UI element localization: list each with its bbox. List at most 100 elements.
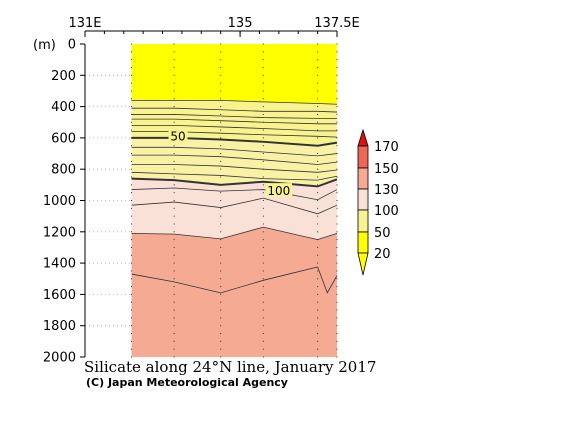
station-dot xyxy=(220,286,222,288)
station-dot xyxy=(131,137,133,139)
station-dot xyxy=(131,286,133,288)
station-dot xyxy=(131,200,133,201)
station-dot xyxy=(262,340,264,342)
station-dot xyxy=(336,278,338,280)
station-dot xyxy=(336,51,338,53)
contour-line xyxy=(131,226,338,241)
station-dot xyxy=(262,207,264,209)
station-dot xyxy=(336,325,338,327)
station-dot xyxy=(220,153,222,155)
station-dot xyxy=(220,90,222,92)
station-dot xyxy=(220,200,222,201)
station-dot xyxy=(173,200,175,201)
station-dot xyxy=(173,66,175,68)
station-dot xyxy=(317,160,319,162)
station-dot xyxy=(317,113,319,115)
station-dot xyxy=(262,43,264,45)
station-dot xyxy=(131,246,133,248)
station-dot xyxy=(173,153,175,155)
station-dot xyxy=(336,121,338,123)
band-fill-20 xyxy=(131,44,337,105)
station-dot xyxy=(131,340,133,342)
station-dot xyxy=(173,207,175,209)
contour-line xyxy=(131,197,338,215)
legend-label: 100 xyxy=(374,204,399,219)
station-dot xyxy=(262,90,264,92)
station-dot xyxy=(131,254,133,256)
station-dot xyxy=(131,270,133,272)
station-dot xyxy=(262,262,264,264)
station-dot xyxy=(220,113,222,115)
contour-line xyxy=(131,146,338,157)
station-dot xyxy=(317,286,319,288)
y-tick-label: 0 xyxy=(68,38,76,53)
station-dot xyxy=(336,184,338,186)
station-dot xyxy=(131,184,133,186)
station-dot xyxy=(317,90,319,92)
station-dot xyxy=(131,215,133,217)
station-dot xyxy=(262,160,264,162)
station-dot xyxy=(173,239,175,241)
station-dot xyxy=(317,207,319,209)
contour-line xyxy=(131,131,338,138)
station-dot xyxy=(262,184,264,186)
station-dot xyxy=(173,262,175,264)
station-dot xyxy=(317,51,319,53)
station-dot xyxy=(173,59,175,61)
station-dot xyxy=(262,223,264,225)
chart-title: Silicate along 24°N line, January 2017 xyxy=(84,358,376,376)
station-dot xyxy=(220,160,222,162)
legend-label: 170 xyxy=(374,140,399,155)
station-dot xyxy=(317,121,319,123)
station-dot xyxy=(262,168,264,170)
station-dot xyxy=(131,301,133,303)
station-dot xyxy=(336,98,338,100)
station-dot xyxy=(336,246,338,248)
station-dot xyxy=(173,98,175,100)
depth-grid-group xyxy=(85,74,132,327)
station-dot xyxy=(220,145,222,147)
station-dot xyxy=(220,184,222,186)
legend-label: 50 xyxy=(374,226,391,241)
station-dot xyxy=(336,223,338,225)
station-dot xyxy=(262,309,264,311)
station-dot xyxy=(317,231,319,233)
station-dot xyxy=(262,278,264,280)
station-dot xyxy=(317,74,319,76)
station-dot xyxy=(317,278,319,280)
station-dot xyxy=(220,270,222,272)
station-dot xyxy=(336,90,338,92)
station-dot xyxy=(173,270,175,272)
station-dot xyxy=(262,239,264,241)
station-dot xyxy=(336,160,338,162)
station-dot xyxy=(336,270,338,272)
station-dot xyxy=(131,192,133,194)
station-dot xyxy=(131,43,133,45)
station-dot xyxy=(173,160,175,162)
station-dot xyxy=(173,106,175,108)
station-dot xyxy=(173,348,175,350)
station-dot xyxy=(317,137,319,139)
station-dot xyxy=(131,82,133,84)
contour-label-bg xyxy=(168,128,188,143)
station-dot xyxy=(262,82,264,84)
station-dot xyxy=(262,317,264,319)
station-dot xyxy=(317,153,319,155)
contour-line xyxy=(131,164,338,173)
station-dot xyxy=(336,106,338,108)
contour-line xyxy=(131,118,337,125)
station-dot xyxy=(317,239,319,241)
station-dot xyxy=(317,43,319,45)
station-dot xyxy=(220,207,222,209)
station-dot xyxy=(131,176,133,178)
station-dot xyxy=(173,340,175,342)
contour-line xyxy=(131,154,338,165)
station-dot xyxy=(336,66,338,68)
station-dot xyxy=(262,59,264,61)
station-dot xyxy=(220,340,222,342)
station-dot xyxy=(131,207,133,209)
station-dot xyxy=(336,301,338,303)
station-dot xyxy=(131,168,133,170)
station-dot xyxy=(220,356,222,358)
station-dot xyxy=(131,223,133,225)
